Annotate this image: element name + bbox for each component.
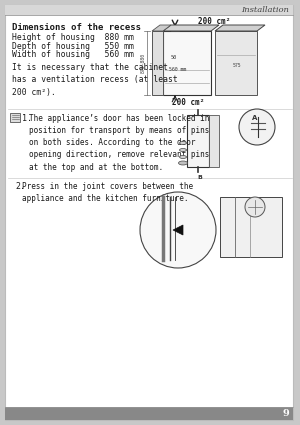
Text: 575: 575: [233, 62, 241, 68]
Polygon shape: [152, 25, 171, 31]
Ellipse shape: [178, 161, 188, 165]
Circle shape: [140, 192, 216, 268]
Text: Installation: Installation: [241, 6, 289, 14]
Ellipse shape: [179, 142, 187, 144]
Text: It is necessary that the cabinet
has a ventilation recess (at least
200 cm²).: It is necessary that the cabinet has a v…: [12, 62, 178, 96]
Bar: [5, 5, 293, 15]
Text: Press in the joint covers between the
appliance and the kitchen furniture.: Press in the joint covers between the ap…: [22, 182, 193, 203]
Text: 50: 50: [171, 54, 177, 60]
Text: 1.: 1.: [22, 114, 32, 123]
Text: 9: 9: [282, 410, 289, 419]
Bar: [171, 25, 179, 31]
Text: 2.: 2.: [15, 182, 25, 191]
Bar: [209, 115, 219, 167]
Text: The appliance’s door has been locked in
position for transport by means of pins
: The appliance’s door has been locked in …: [29, 114, 209, 172]
Bar: [10, 113, 20, 122]
Text: 200 cm²: 200 cm²: [172, 98, 204, 107]
Text: Height of housing  880 mm: Height of housing 880 mm: [12, 33, 134, 42]
Text: B: B: [198, 175, 203, 180]
Text: Dimensions of the recess: Dimensions of the recess: [12, 23, 141, 32]
Polygon shape: [163, 25, 219, 31]
Text: 560 mm: 560 mm: [169, 66, 187, 71]
Bar: [215, 31, 257, 95]
Bar: [163, 31, 211, 95]
Text: A: A: [252, 115, 258, 121]
Polygon shape: [173, 225, 183, 235]
Text: 200 cm²: 200 cm²: [198, 17, 230, 26]
Bar: [152, 31, 163, 95]
Bar: [5, 407, 293, 420]
Ellipse shape: [179, 156, 187, 159]
Text: Depth of housing   550 mm: Depth of housing 550 mm: [12, 42, 134, 51]
Circle shape: [239, 109, 275, 145]
Polygon shape: [215, 25, 265, 31]
Text: Width of housing   560 mm: Width of housing 560 mm: [12, 50, 134, 59]
Bar: [220, 197, 282, 257]
Ellipse shape: [179, 148, 187, 151]
Text: 870-880: 870-880: [141, 53, 146, 73]
Circle shape: [245, 197, 265, 217]
Bar: [187, 115, 209, 167]
